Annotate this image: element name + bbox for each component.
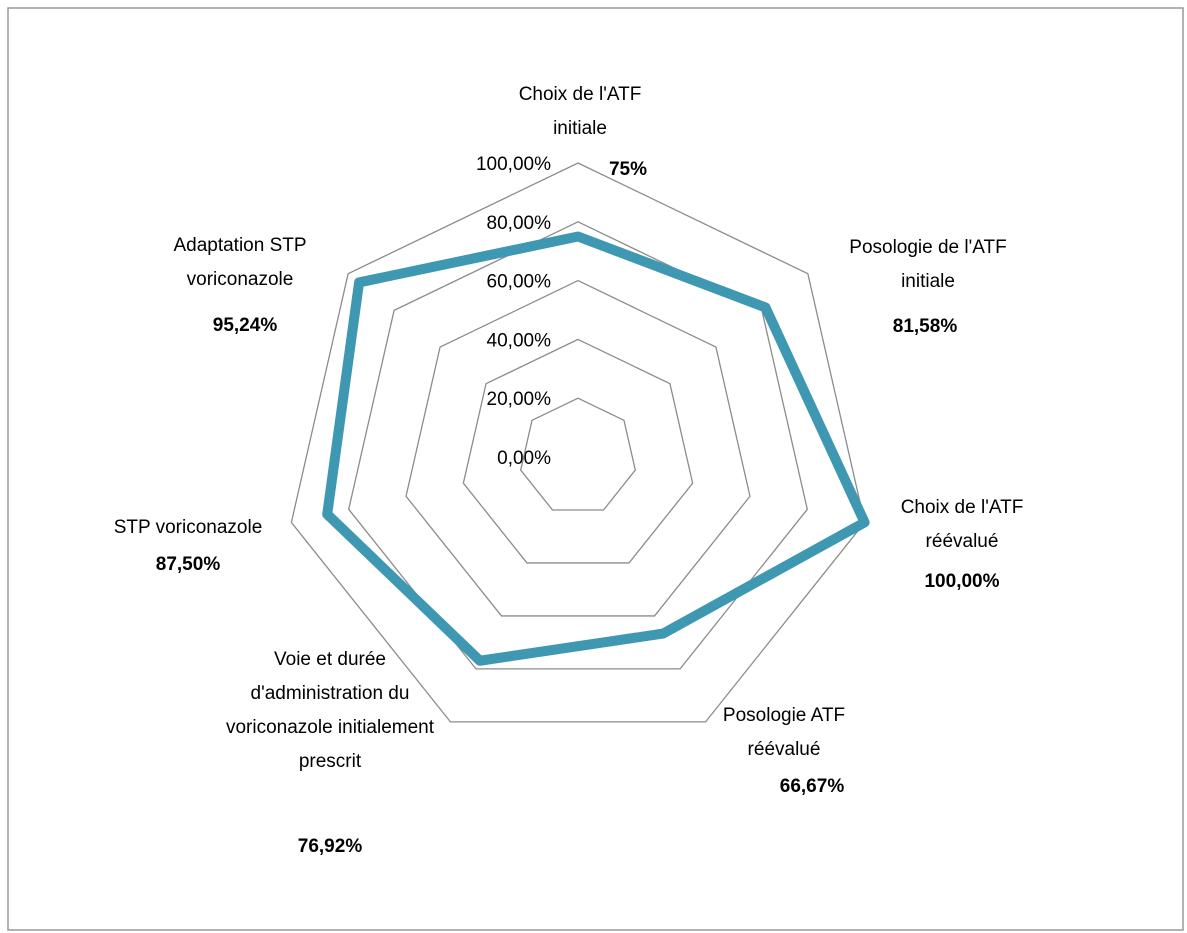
series-line [322, 231, 870, 666]
chart-frame [7, 7, 1184, 931]
r-tick-label: 100,00% [476, 154, 551, 175]
category-label: Adaptation STP voriconazole [173, 235, 307, 290]
r-tick-label: 60,00% [487, 272, 552, 293]
category-label: Posologie de l'ATF initiale [849, 237, 1007, 292]
grid-ring [405, 279, 751, 617]
r-tick-label: 40,00% [487, 330, 552, 351]
r-tick-label: 20,00% [487, 389, 552, 410]
value-label: 87,50% [155, 554, 221, 575]
grid-ring [519, 397, 637, 511]
category-label: Posologie ATF réévalué [722, 705, 846, 760]
r-tick-label: 0,00% [497, 448, 551, 469]
value-label: 75% [608, 159, 648, 180]
grid-ring [290, 162, 866, 723]
value-label: 76,92% [297, 836, 363, 857]
value-label: 100,00% [924, 571, 1000, 592]
r-tick-label: 80,00% [487, 213, 552, 234]
grid-ring [347, 221, 809, 670]
category-label: Choix de l'ATF initiale [518, 84, 642, 139]
value-label: 66,67% [779, 776, 845, 797]
category-label: Choix de l'ATF réévalué [900, 497, 1024, 552]
category-label: STP voriconazole [113, 517, 263, 538]
value-label: 95,24% [212, 315, 278, 336]
category-label: Voie et durée d'administration du vorico… [225, 649, 435, 772]
value-label: 81,58% [892, 316, 958, 337]
grid-ring [462, 338, 694, 564]
